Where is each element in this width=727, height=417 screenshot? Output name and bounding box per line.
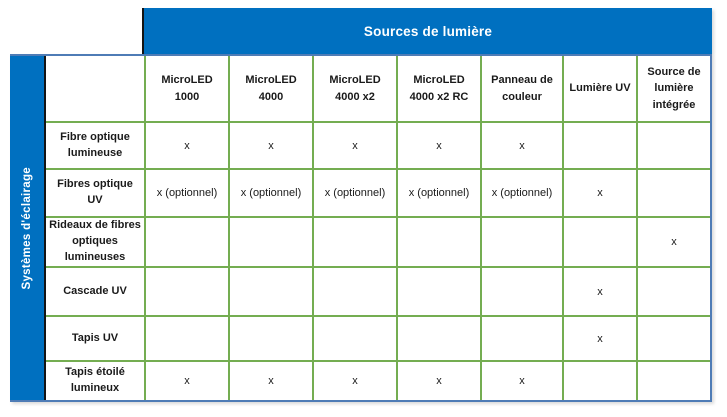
row-label-4: Cascade UV: [46, 266, 146, 317]
matrix-cell-r5-c2: [228, 315, 314, 362]
row-label-5: Tapis UV: [46, 315, 146, 362]
matrix-cell-r4-c4: [396, 266, 482, 317]
matrix-cell-r1-c2: x: [228, 121, 314, 170]
matrix-cell-r3-c2: [228, 216, 314, 268]
column-header-7: Source de lumière intégrée: [636, 56, 710, 123]
matrix-cell-r2-c3: x (optionnel): [312, 168, 398, 218]
matrix-cell-r1-c6: [562, 121, 638, 170]
matrix-cell-r2-c7: [636, 168, 710, 218]
sources-header-banner: Sources de lumière: [142, 8, 712, 54]
matrix-cell-r5-c4: [396, 315, 482, 362]
matrix-cell-r5-c6: x: [562, 315, 638, 362]
matrix-row-5: Tapis UV x: [46, 315, 710, 362]
corner-cell: [46, 56, 146, 123]
matrix-cell-r5-c7: [636, 315, 710, 362]
matrix-row-4: Cascade UV x: [46, 266, 710, 317]
matrix-cell-r3-c7: x: [636, 216, 710, 268]
matrix-cell-r4-c1: [144, 266, 230, 317]
matrix-cell-r4-c5: [480, 266, 564, 317]
matrix-cell-r1-c5: x: [480, 121, 564, 170]
column-header-3: MicroLED 4000 x2: [312, 56, 398, 123]
matrix-cell-r3-c3: [312, 216, 398, 268]
column-header-2: MicroLED 4000: [228, 56, 314, 123]
matrix-row-1: Fibre optique lumineuse x x x x x: [46, 121, 710, 170]
matrix-cell-r5-c1: [144, 315, 230, 362]
matrix-cell-r1-c3: x: [312, 121, 398, 170]
matrix-body: Fibre optique lumineuse x x x x x Fibres optiq…: [46, 121, 710, 400]
matrix-cell-r3-c1: [144, 216, 230, 268]
row-label-3: Rideaux de fibres optiques lumineuses: [46, 216, 146, 268]
matrix-row-2: Fibres optique UV x (optionnel) x (optionn…: [46, 168, 710, 218]
matrix-cell-r6-c6: [562, 360, 638, 400]
matrix-cell-r1-c4: x: [396, 121, 482, 170]
row-label-6: Tapis étoilé lumineux: [46, 360, 146, 400]
matrix-cell-r6-c7: [636, 360, 710, 400]
matrix-cell-r5-c3: [312, 315, 398, 362]
column-header-row: MicroLED 1000 MicroLED 4000 MicroLED 4000 …: [46, 56, 710, 123]
matrix-cell-r4-c7: [636, 266, 710, 317]
matrix-cell-r6-c2: x: [228, 360, 314, 400]
matrix-cell-r2-c5: x (optionnel): [480, 168, 564, 218]
matrix-cell-r5-c5: [480, 315, 564, 362]
compatibility-matrix: MicroLED 1000 MicroLED 4000 MicroLED 4000 …: [46, 56, 710, 400]
matrix-cell-r2-c4: x (optionnel): [396, 168, 482, 218]
matrix-row-6: Tapis étoilé lumineux x x x x x: [46, 360, 710, 400]
matrix-cell-r3-c6: [562, 216, 638, 268]
systems-header-banner: Systèmes d'éclairage: [10, 56, 44, 400]
matrix-table-wrapper: MicroLED 1000 MicroLED 4000 MicroLED 4000 …: [44, 56, 712, 400]
matrix-row-3: Rideaux de fibres optiques lumineuses x: [46, 216, 710, 268]
matrix-cell-r4-c3: [312, 266, 398, 317]
sources-header-title: Sources de lumière: [363, 23, 493, 39]
matrix-cell-r3-c5: [480, 216, 564, 268]
matrix-cell-r2-c1: x (optionnel): [144, 168, 230, 218]
matrix-cell-r1-c1: x: [144, 121, 230, 170]
column-header-5: Panneau de couleur: [480, 56, 564, 123]
matrix-cell-r4-c6: x: [562, 266, 638, 317]
matrix-frame: Systèmes d'éclairage MicroLED 1000 MicroL…: [10, 54, 712, 402]
matrix-cell-r2-c2: x (optionnel): [228, 168, 314, 218]
matrix-cell-r6-c1: x: [144, 360, 230, 400]
column-header-4: MicroLED 4000 x2 RC: [396, 56, 482, 123]
matrix-cell-r2-c6: x: [562, 168, 638, 218]
row-label-1: Fibre optique lumineuse: [46, 121, 146, 170]
column-header-6: Lumière UV: [562, 56, 638, 123]
row-label-2: Fibres optique UV: [46, 168, 146, 218]
matrix-cell-r1-c7: [636, 121, 710, 170]
matrix-cell-r6-c3: x: [312, 360, 398, 400]
systems-header-title: Systèmes d'éclairage: [21, 166, 33, 290]
matrix-cell-r6-c4: x: [396, 360, 482, 400]
column-header-1: MicroLED 1000: [144, 56, 230, 123]
matrix-cell-r3-c4: [396, 216, 482, 268]
matrix-cell-r6-c5: x: [480, 360, 564, 400]
matrix-cell-r4-c2: [228, 266, 314, 317]
